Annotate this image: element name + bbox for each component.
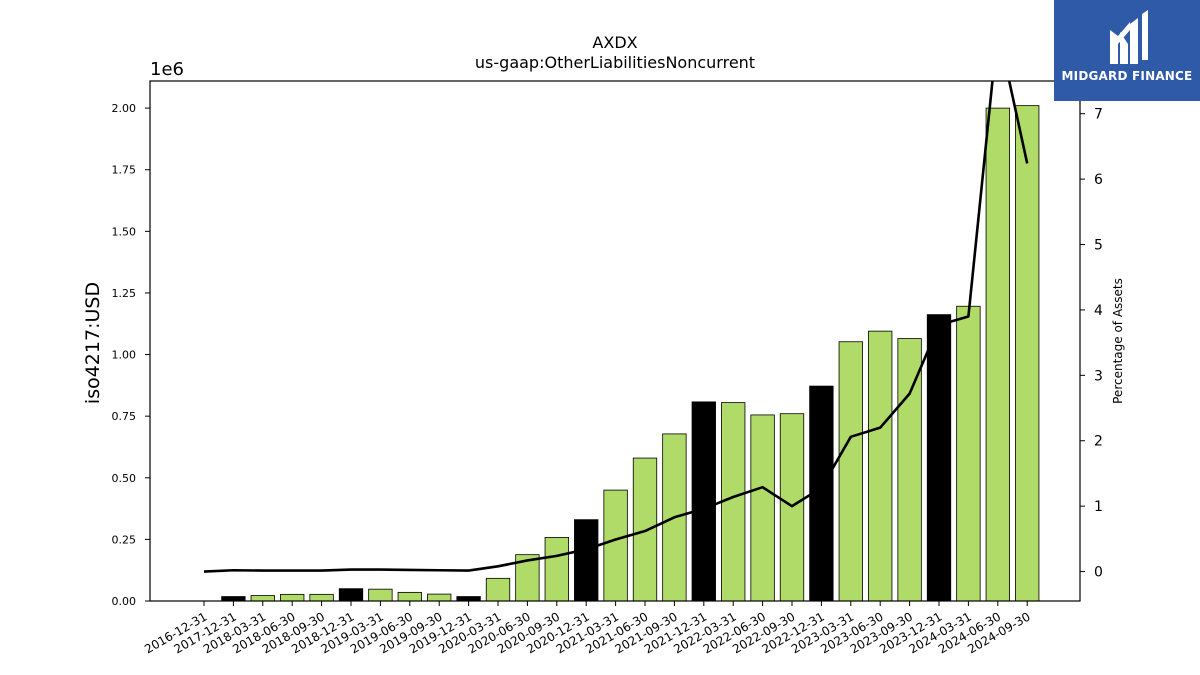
bar-2018-09-30 bbox=[309, 593, 334, 602]
right-axis-ticks: 0 1 2 3 4 5 6 7 bbox=[1080, 107, 1103, 581]
midgard-logo-icon bbox=[1110, 10, 1148, 64]
line-layer bbox=[203, 81, 1029, 573]
plot-frame bbox=[149, 80, 1081, 602]
y-tick-label: 1.75 bbox=[112, 164, 137, 177]
bar-2019-03-31 bbox=[368, 588, 393, 602]
y-axis-label: iso4217:USD bbox=[82, 282, 104, 404]
brand-name: MIDGARD FINANCE bbox=[1061, 69, 1193, 83]
bars-layer bbox=[221, 105, 1040, 602]
y-tick-label: 0.75 bbox=[112, 410, 137, 423]
bar-2024-09-30 bbox=[1015, 105, 1040, 602]
y-tick-label: 1.00 bbox=[112, 349, 137, 362]
y2-tick-label: 0 bbox=[1094, 565, 1103, 581]
bar-2019-09-30 bbox=[427, 593, 452, 602]
y2-tick-label: 4 bbox=[1094, 303, 1103, 319]
brand-logo: MIDGARD FINANCE bbox=[1054, 0, 1200, 101]
bar-2022-03-31 bbox=[721, 402, 746, 602]
y2-tick-label: 7 bbox=[1094, 107, 1103, 123]
bar-2021-06-30 bbox=[632, 457, 658, 602]
bar-2023-03-31 bbox=[838, 341, 863, 602]
y-offset-label: 1e6 bbox=[150, 59, 184, 80]
y-tick-label: 2.00 bbox=[112, 102, 137, 115]
y-tick-label: 1.25 bbox=[112, 287, 137, 300]
x-axis-ticks: 2016-12-312017-12-312018-03-312018-06-30… bbox=[142, 601, 1033, 656]
bar-2020-03-31 bbox=[485, 577, 511, 602]
bar-2020-09-30 bbox=[544, 537, 569, 602]
y2-tick-label: 5 bbox=[1094, 238, 1103, 254]
y-tick-label: 0.00 bbox=[112, 595, 137, 608]
y2-tick-label: 2 bbox=[1094, 434, 1103, 450]
bar-2024-03-31 bbox=[956, 305, 981, 602]
bar-2019-12-31 bbox=[456, 596, 481, 602]
bar-2023-09-30 bbox=[897, 338, 922, 602]
percent-of-assets-line bbox=[203, 81, 1029, 573]
y2-tick-label: 3 bbox=[1094, 368, 1103, 384]
bar-2022-06-30 bbox=[750, 414, 775, 602]
chart-subtitle: us-gaap:OtherLiabilitiesNoncurrent bbox=[475, 53, 755, 72]
chart-title: AXDX bbox=[592, 33, 637, 52]
bar-2018-03-31 bbox=[250, 595, 275, 602]
y-tick-label: 1.50 bbox=[112, 225, 137, 238]
bar-2017-12-31 bbox=[221, 596, 246, 602]
bar-2019-06-30 bbox=[397, 591, 422, 602]
bar-2021-12-31 bbox=[691, 401, 716, 602]
bar-2023-06-30 bbox=[868, 330, 893, 602]
y-tick-label: 0.25 bbox=[112, 533, 137, 546]
bar-2023-12-31 bbox=[926, 314, 952, 602]
left-axis-ticks: 0.00 0.25 0.50 0.75 1.00 1.25 1.50 1.75 2.00 bbox=[112, 102, 150, 608]
y2-axis-label: Percentage of Assets bbox=[1111, 278, 1125, 404]
bar-2018-06-30 bbox=[280, 593, 305, 602]
y2-tick-label: 1 bbox=[1094, 499, 1103, 515]
bar-2024-06-30 bbox=[985, 107, 1010, 602]
bar-2021-03-31 bbox=[603, 489, 628, 602]
y-tick-label: 0.50 bbox=[112, 472, 137, 485]
bar-2020-12-31 bbox=[574, 519, 599, 602]
y2-tick-label: 6 bbox=[1094, 172, 1103, 188]
bar-2018-12-31 bbox=[338, 588, 364, 602]
